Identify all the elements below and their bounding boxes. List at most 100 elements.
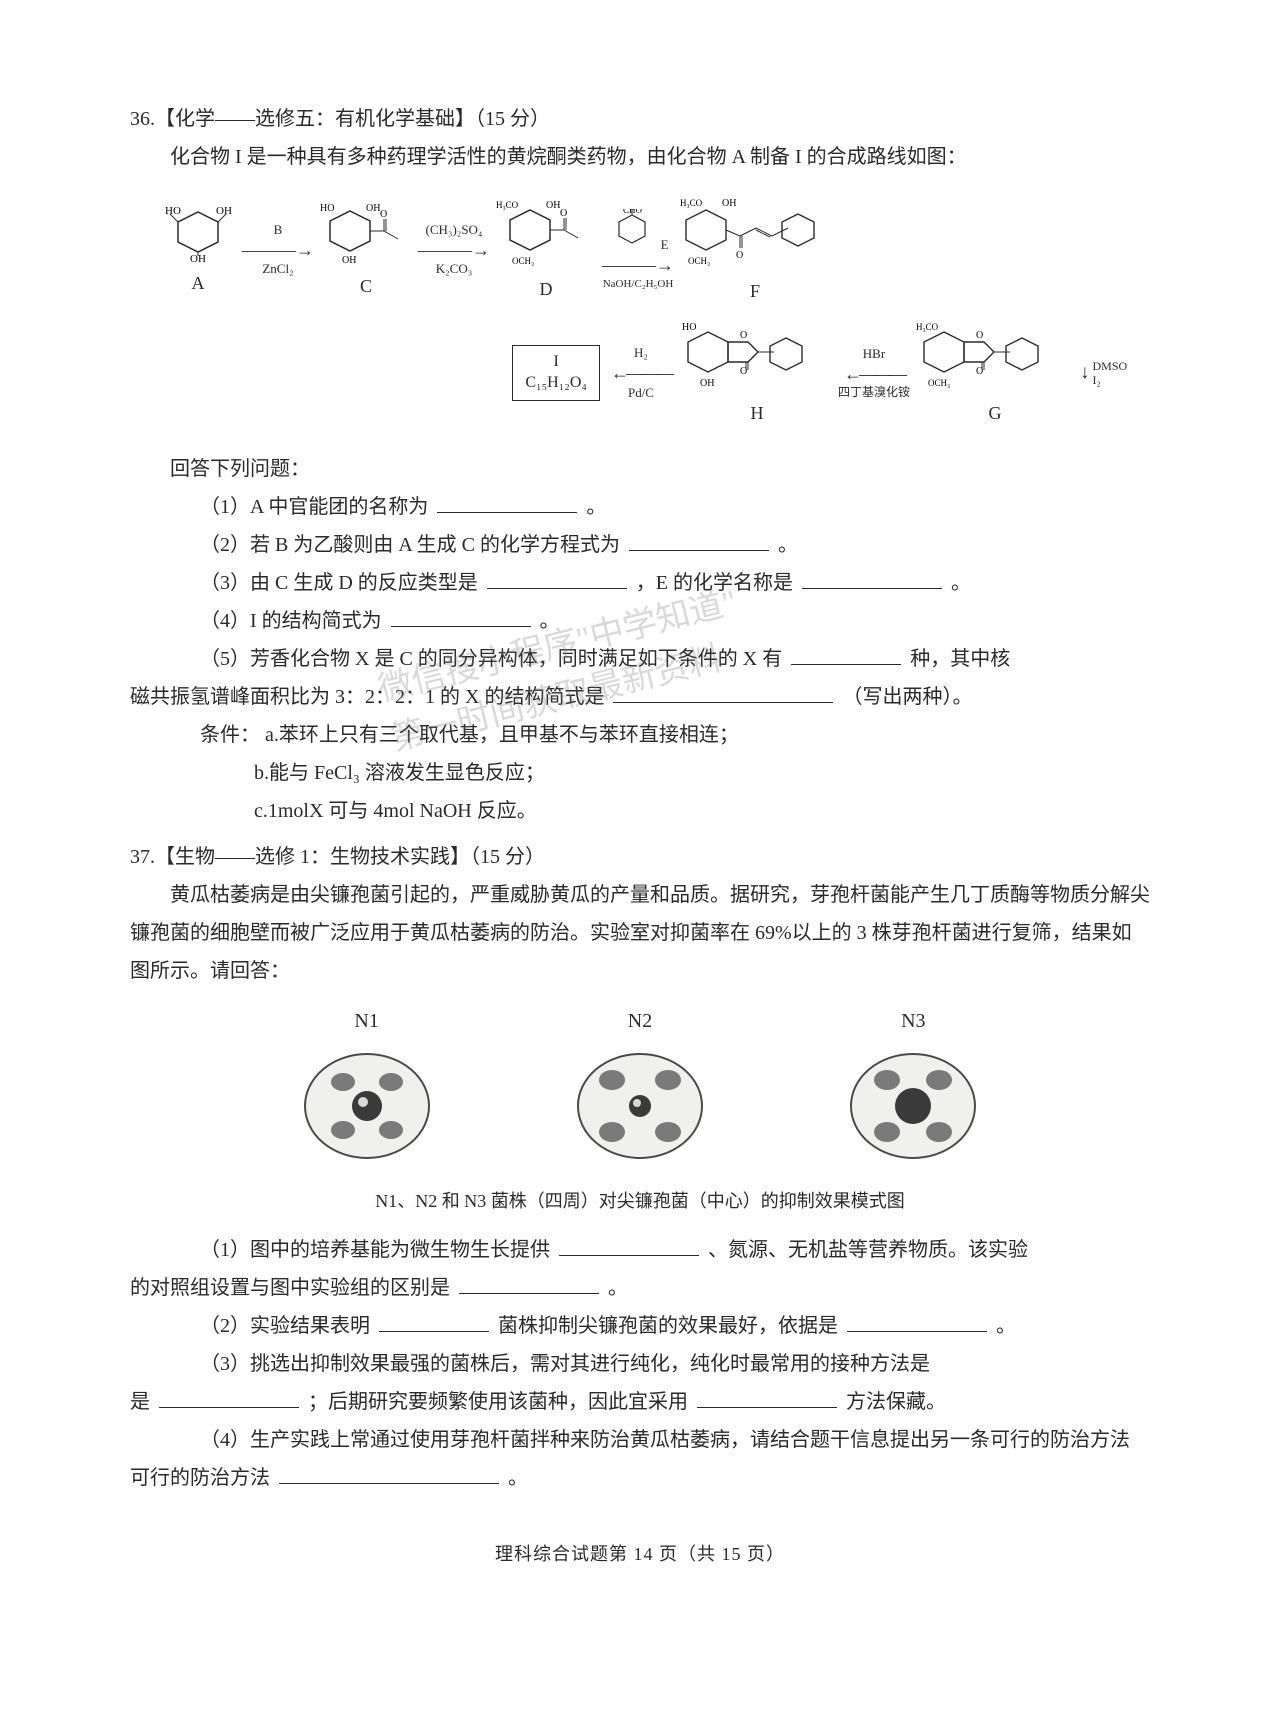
svg-text:HO: HO (165, 205, 181, 217)
molecule-G: H₃CO OCH₃ O O G (916, 316, 1074, 430)
svg-text:OH: OH (216, 205, 232, 217)
arrow-down-icon: ↓ (1080, 362, 1090, 384)
label-C: C (360, 269, 372, 303)
arrow-over: H₂ (634, 346, 648, 361)
q36-p5-line1: （5）芳香化合物 X 是 C 的同分异构体，同时满足如下条件的 X 有 种，其中… (130, 640, 1150, 678)
blank-field[interactable] (391, 605, 531, 627)
label-D: D (540, 272, 553, 306)
arrow-E-label: E (661, 237, 669, 252)
blank-field[interactable] (697, 1386, 837, 1408)
arrow-i2: I₂ (1093, 373, 1101, 387)
molecule-D: H₃CO OH OCH₃ O D (496, 194, 596, 306)
blank-field[interactable] (847, 1310, 987, 1332)
arrow-icon: ———→ (242, 240, 314, 261)
blank-field[interactable] (279, 1462, 499, 1484)
svg-text:OH: OH (700, 378, 714, 389)
label-N2: N2 (628, 1002, 652, 1040)
p2-text: （2）若 B 为乙酸则由 A 生成 C 的化学方程式为 (200, 534, 620, 556)
p3b: ；后期研究要频繁使用该菌种，因此宜采用 (308, 1391, 688, 1413)
q36-cond-c: c.1molX 可与 4mol NaOH 反应。 (130, 792, 1150, 830)
blank-field[interactable] (379, 1310, 489, 1332)
svg-text:O: O (740, 330, 747, 341)
p4-end: 。 (540, 610, 560, 632)
box-I-label: I (525, 352, 587, 373)
arrow-under: Pd/C (628, 386, 654, 401)
p1b: 的对照组设置与图中实验组的区别是 (130, 1277, 450, 1299)
p1-end: 。 (586, 496, 606, 518)
label-G: G (989, 396, 1002, 430)
blank-field[interactable] (437, 491, 577, 513)
molecule-I-box: I C₁₅H₁₂O₄ (512, 345, 600, 401)
p3-end: 。 (951, 572, 971, 594)
p5c-text: （写出两种）。 (842, 686, 972, 708)
arrow-H-I: H₂ ←——— Pd/C (606, 346, 676, 401)
p5b-text: 磁共振氢谱峰面积比为 3：2：2：1 的 X 的结构简式是 (130, 686, 604, 708)
scheme-row-2: I C₁₅H₁₂O₄ H₂ ←——— Pd/C HO OH O O (160, 316, 1150, 430)
svg-text:CHO: CHO (623, 209, 643, 215)
cond-a: a.苯环上只有三个取代基，且甲基不与苯环直接相连； (265, 724, 739, 746)
arrow-over: CHO E (607, 209, 668, 253)
p2-end: 。 (778, 534, 798, 556)
q37-p4-line1: （4）生产实践上常通过使用芽孢杆菌拌种来防治黄瓜枯萎病，请结合题干信息提出另一条… (130, 1421, 1150, 1459)
q36-p2: （2）若 B 为乙酸则由 A 生成 C 的化学方程式为 。 (130, 526, 1150, 564)
arrow-dmso: DMSO (1093, 359, 1128, 373)
label-F: F (750, 274, 760, 308)
svg-text:HO: HO (320, 203, 334, 214)
page-footer: 理科综合试题第 14 页（共 15 页） (130, 1537, 1150, 1571)
petri-caption: N1、N2 和 N3 菌株（四周）对尖镰孢菌（中心）的抑制效果模式图 (130, 1184, 1150, 1218)
blank-field[interactable] (459, 1272, 599, 1294)
label-H: H (750, 396, 763, 430)
p2a: （2）实验结果表明 (200, 1315, 370, 1337)
arrow-FG-label: DMSO I₂ (1093, 359, 1128, 388)
box-formula: I C₁₅H₁₂O₄ (512, 345, 600, 401)
q36-p1: （1）A 中官能团的名称为 。 (130, 488, 1150, 526)
arrow-under: 四丁基溴化铵 (838, 386, 910, 400)
label-N1: N1 (354, 1002, 378, 1040)
arrow-A-C: B ———→ ZnCl₂ (242, 223, 314, 278)
question-36: 36.【化学——选修五：有机化学基础】（15 分） 化合物 I 是一种具有多种药… (130, 100, 1150, 830)
svg-text:O: O (380, 209, 387, 220)
blank-field[interactable] (791, 643, 901, 665)
q37-p1-line2: 的对照组设置与图中实验组的区别是 。 (130, 1269, 1150, 1307)
svg-text:H₃CO: H₃CO (496, 200, 519, 210)
q36-prompt: 回答下列问题： (130, 450, 1150, 488)
svg-text:OCH₃: OCH₃ (688, 256, 710, 266)
q36-header: 36.【化学——选修五：有机化学基础】（15 分） (130, 100, 1150, 138)
p1a: （1）图中的培养基能为微生物生长提供 (200, 1239, 550, 1261)
q37-intro: 黄瓜枯萎病是由尖镰孢菌引起的，严重威胁黄瓜的产量和品质。据研究，芽孢杆菌能产生几… (130, 876, 1150, 990)
blank-field[interactable] (559, 1234, 699, 1256)
arrow-G-H: HBr ←——— 四丁基溴化铵 (838, 347, 910, 400)
arrow-D-F: CHO E ———→ NaOH/C₂H₅OH (602, 209, 674, 290)
p4-end: 。 (508, 1467, 528, 1489)
svg-text:OH: OH (722, 198, 736, 209)
svg-text:OCH₃: OCH₃ (512, 256, 534, 266)
p4-method: 可行的防治方法 (130, 1467, 270, 1489)
p2-end: 。 (996, 1315, 1016, 1337)
p5-tail: 种，其中核 (910, 648, 1010, 670)
cond-label: 条件： (200, 724, 260, 746)
q36-p5-line2: 磁共振氢谱峰面积比为 3：2：2：1 的 X 的结构简式是 （写出两种）。 (130, 678, 1150, 716)
arrow-over: B (274, 223, 283, 238)
p1-text: （1）A 中官能团的名称为 (200, 496, 428, 518)
svg-text:OCH₃: OCH₃ (928, 378, 950, 388)
arrow-under: K₂CO₃ (436, 262, 473, 277)
molecule-H: HO OH O O H (682, 316, 832, 430)
p3b-text: ，E 的化学名称是 (636, 572, 793, 594)
q37-p1-line1: （1）图中的培养基能为微生物生长提供 、氮源、无机盐等营养物质。该实验 (130, 1231, 1150, 1269)
arrow-under: ZnCl₂ (262, 262, 293, 277)
blank-field[interactable] (613, 681, 833, 703)
q36-cond-b: b.能与 FeCl₃ 溶液发生显色反应； (130, 754, 1150, 792)
svg-text:OH: OH (366, 203, 380, 214)
svg-text:OH: OH (546, 200, 560, 211)
blank-field[interactable] (487, 567, 627, 589)
q36-p4: （4）I 的结构简式为 。 (130, 602, 1150, 640)
p4a: （4）生产实践上常通过使用芽孢杆菌拌种来防治黄瓜枯萎病，请结合题干信息提出另一条… (200, 1429, 1130, 1451)
blank-field[interactable] (159, 1386, 299, 1408)
box-I-formula: C₁₅H₁₂O₄ (525, 373, 587, 394)
molecule-C: HO OH OH O C (320, 197, 412, 303)
petri-N3: N3 (843, 1002, 983, 1166)
molecule-A: HO OH OH A (160, 200, 236, 300)
blank-field[interactable] (629, 529, 769, 551)
blank-field[interactable] (802, 567, 942, 589)
reaction-scheme: HO OH OH A B ———→ ZnCl₂ HO OH (160, 192, 1150, 430)
